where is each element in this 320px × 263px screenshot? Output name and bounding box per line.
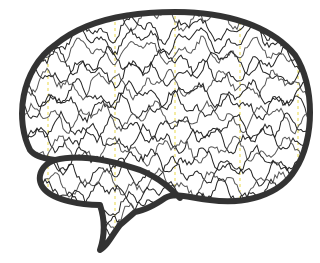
eeg-trace — [15, 124, 313, 154]
eeg-trace — [15, 47, 313, 78]
page: (() => { const g = document.getElementBy… — [0, 0, 320, 263]
eeg-trace — [15, 68, 313, 100]
eeg-trace — [15, 232, 313, 263]
eeg-trace — [15, 211, 313, 243]
brain-eeg-icon — [0, 0, 314, 263]
eeg-trace — [15, 223, 313, 254]
eeg-trace — [15, 200, 313, 232]
eeg-trace — [15, 3, 313, 33]
